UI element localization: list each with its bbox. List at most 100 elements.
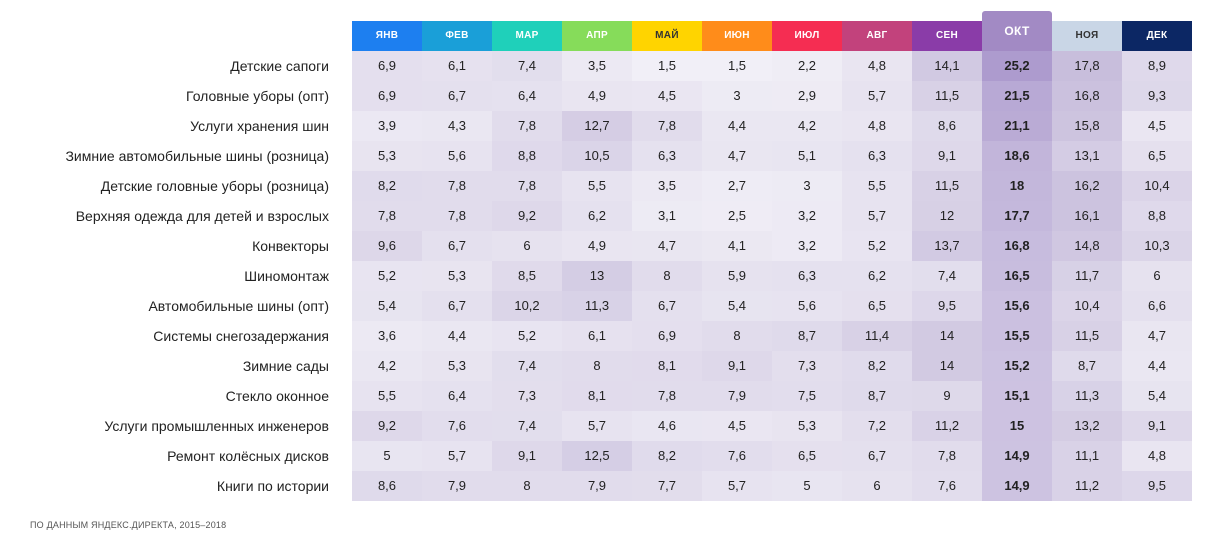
heatmap-cell: 3,9 (352, 111, 422, 141)
heatmap-cell: 8 (562, 351, 632, 381)
heatmap-cell: 15,6 (982, 291, 1052, 321)
heatmap-cell: 7,9 (562, 471, 632, 501)
heatmap-cell: 21,1 (982, 111, 1052, 141)
heatmap-cell: 14,8 (1052, 231, 1122, 261)
column-header-5: МАЙ (632, 21, 702, 51)
heatmap-cell: 6,7 (842, 441, 912, 471)
heatmap-cell: 12,5 (562, 441, 632, 471)
heatmap-cell: 18 (982, 171, 1052, 201)
heatmap-cell: 5,3 (422, 261, 492, 291)
heatmap-cell: 4,3 (422, 111, 492, 141)
heatmap-cell: 5,7 (842, 201, 912, 231)
heatmap-cell: 11,2 (912, 411, 982, 441)
heatmap-cell: 9,1 (912, 141, 982, 171)
heatmap-cell: 4,7 (1122, 321, 1192, 351)
heatmap-cell: 6,9 (352, 51, 422, 81)
heatmap-cell: 9,5 (912, 291, 982, 321)
heatmap-cell: 10,3 (1122, 231, 1192, 261)
heatmap-cell: 6,7 (422, 81, 492, 111)
row-label: Детские сапоги (230, 58, 329, 74)
column-header-6: ИЮН (702, 21, 772, 51)
heatmap-cell: 16,5 (982, 261, 1052, 291)
heatmap-cell: 4,9 (562, 81, 632, 111)
heatmap-cell: 16,2 (1052, 171, 1122, 201)
heatmap-cell: 7,6 (702, 441, 772, 471)
heatmap-cell: 5,2 (492, 321, 562, 351)
heatmap-cell: 7,8 (492, 111, 562, 141)
heatmap-cell: 11,5 (912, 81, 982, 111)
heatmap-cell: 5,4 (702, 291, 772, 321)
heatmap-cell: 15,8 (1052, 111, 1122, 141)
heatmap-cell: 5,2 (352, 261, 422, 291)
column-header-4: АПР (562, 21, 632, 51)
heatmap-cell: 7,6 (912, 471, 982, 501)
heatmap-cell: 8,7 (772, 321, 842, 351)
heatmap-cell: 14 (912, 351, 982, 381)
heatmap-cell: 11,4 (842, 321, 912, 351)
heatmap-cell: 8,9 (1122, 51, 1192, 81)
row-label: Зимние сады (242, 358, 329, 374)
heatmap-cell: 14,9 (982, 471, 1052, 501)
row-label: Конвекторы (252, 238, 329, 254)
heatmap-cell: 9,1 (492, 441, 562, 471)
heatmap-cell: 6,9 (352, 81, 422, 111)
heatmap-cell: 11,3 (1052, 381, 1122, 411)
heatmap-cell: 6,3 (772, 261, 842, 291)
heatmap-cell: 8,7 (1052, 351, 1122, 381)
heatmap-cell: 9,6 (352, 231, 422, 261)
heatmap-cell: 4,4 (422, 321, 492, 351)
heatmap-cell: 8,7 (842, 381, 912, 411)
heatmap-cell: 9 (912, 381, 982, 411)
heatmap-cell: 5,6 (422, 141, 492, 171)
heatmap-cell: 15 (982, 411, 1052, 441)
column-header-7: ИЮЛ (772, 21, 842, 51)
column-header-10: ОКТ (982, 11, 1052, 51)
heatmap-cell: 13,2 (1052, 411, 1122, 441)
heatmap-cell: 6 (492, 231, 562, 261)
heatmap-cell: 7,8 (912, 441, 982, 471)
heatmap-cell: 5,7 (562, 411, 632, 441)
heatmap-cell: 7,4 (492, 411, 562, 441)
heatmap-cell: 8 (492, 471, 562, 501)
heatmap-cell: 7,4 (492, 351, 562, 381)
column-header-11: НОЯ (1052, 21, 1122, 51)
row-label: Головные уборы (опт) (186, 88, 329, 104)
heatmap-cell: 6,7 (632, 291, 702, 321)
heatmap-cell: 9,5 (1122, 471, 1192, 501)
heatmap-cell: 6,1 (562, 321, 632, 351)
heatmap-cell: 9,1 (702, 351, 772, 381)
heatmap-cell: 6,7 (422, 231, 492, 261)
heatmap-cell: 4,5 (1122, 111, 1192, 141)
heatmap-cell: 11,1 (1052, 441, 1122, 471)
heatmap-cell: 5,7 (702, 471, 772, 501)
heatmap-cell: 18,6 (982, 141, 1052, 171)
heatmap-cell: 5,9 (702, 261, 772, 291)
heatmap-cell: 5,2 (842, 231, 912, 261)
heatmap-cell: 3,1 (632, 201, 702, 231)
heatmap-cell: 14,1 (912, 51, 982, 81)
heatmap-cell: 1,5 (702, 51, 772, 81)
column-header-2: ФЕВ (422, 21, 492, 51)
heatmap-cell: 7,8 (632, 381, 702, 411)
heatmap-cell: 6,6 (1122, 291, 1192, 321)
heatmap-cell: 5 (352, 441, 422, 471)
heatmap-cell: 6,3 (842, 141, 912, 171)
heatmap-cell: 7,8 (352, 201, 422, 231)
heatmap-cell: 1,5 (632, 51, 702, 81)
heatmap-cell: 13,1 (1052, 141, 1122, 171)
heatmap-cell: 6,9 (632, 321, 702, 351)
heatmap-cell: 7,3 (492, 381, 562, 411)
heatmap-cell: 2,5 (702, 201, 772, 231)
heatmap-cell: 6,4 (492, 81, 562, 111)
heatmap-cell: 9,2 (352, 411, 422, 441)
heatmap-cell: 9,1 (1122, 411, 1192, 441)
heatmap-cell: 4,2 (352, 351, 422, 381)
heatmap-cell: 5 (772, 471, 842, 501)
column-header-12: ДЕК (1122, 21, 1192, 51)
heatmap-cell: 5,6 (772, 291, 842, 321)
heatmap-cell: 7,8 (632, 111, 702, 141)
heatmap-cell: 3 (772, 171, 842, 201)
heatmap-cell: 2,2 (772, 51, 842, 81)
heatmap-cell: 6,4 (422, 381, 492, 411)
heatmap-cell: 4,7 (632, 231, 702, 261)
